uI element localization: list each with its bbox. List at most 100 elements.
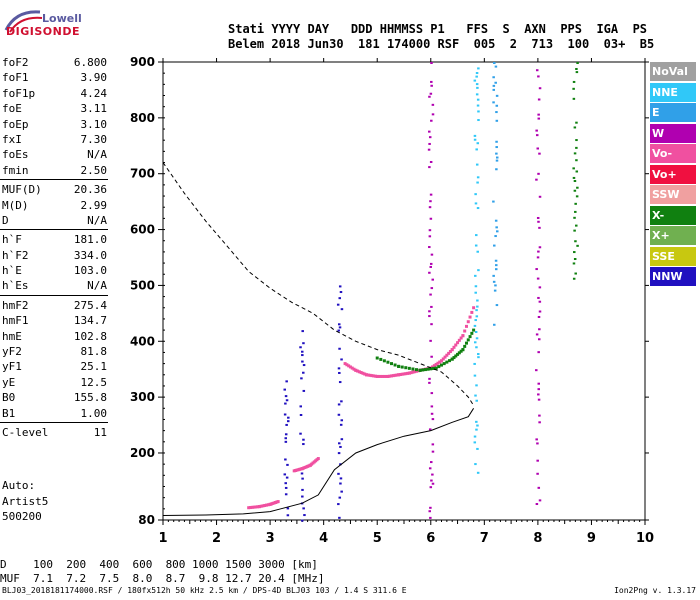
param-value: 20.36 [73, 183, 107, 197]
band-dot [573, 180, 577, 183]
band-dot [338, 516, 341, 519]
param-row: h`F 181.0 [0, 232, 108, 247]
band-dot [476, 104, 480, 107]
band-dot [537, 296, 540, 299]
band-dot [492, 200, 495, 203]
band-dot [431, 103, 435, 106]
legend-item: Vo+ [650, 164, 696, 184]
trace-point [368, 373, 372, 377]
param-row: fxI 7.30 [0, 132, 108, 147]
band-dot [339, 477, 343, 480]
band-dot [301, 488, 304, 491]
trace-point [437, 365, 441, 369]
band-dot [476, 447, 479, 450]
band-dot [430, 62, 433, 64]
legend-item: SSW [650, 185, 696, 205]
band-dot [538, 226, 541, 229]
trace-point [397, 364, 401, 368]
param-value: 81.8 [80, 345, 108, 359]
band-dot [575, 195, 579, 198]
trace-point [379, 374, 383, 378]
band-dot [431, 443, 435, 446]
band-dot [303, 514, 306, 517]
band-dot [573, 258, 577, 261]
band-dot [492, 280, 496, 283]
band-dot [477, 269, 480, 272]
band-dot [428, 235, 432, 238]
trace-point [366, 373, 370, 377]
band-dot [475, 234, 478, 237]
band-dot [576, 186, 579, 189]
param-value: 2.50 [80, 163, 108, 177]
trace-point [254, 505, 258, 509]
band-dot [340, 490, 343, 493]
x-tick-label: 9 [587, 531, 596, 546]
band-dot [428, 95, 431, 98]
trace-point [375, 356, 379, 360]
band-dot [537, 486, 541, 489]
param-value: 334.0 [73, 248, 107, 262]
trace-point [431, 366, 435, 370]
band-dot [284, 433, 288, 436]
band-dot [284, 440, 288, 443]
trace-point [363, 372, 367, 376]
band-dot [429, 516, 432, 519]
band-dot [494, 81, 497, 84]
band-dot [475, 148, 478, 151]
band-dot [430, 80, 433, 83]
header-row-1: Stati YYYY DAY DDD HHMMSS P1 FFS S AXN P… [228, 22, 648, 36]
band-dot [475, 163, 479, 166]
band-dot [573, 126, 577, 129]
band-dot [429, 506, 432, 509]
band-dot [536, 459, 539, 462]
param-separator [0, 179, 108, 182]
param-label: B1 [2, 406, 16, 420]
trace-point [397, 373, 401, 377]
band-dot [474, 244, 478, 247]
trace-point [391, 374, 395, 378]
trace-point [377, 374, 381, 378]
digisonde-logo: Lowell DIGISONDE [4, 8, 154, 48]
band-dot [537, 98, 541, 101]
band-dot [476, 299, 479, 302]
x-tick-label: 10 [636, 531, 654, 546]
band-dot [538, 499, 542, 502]
band-dot [301, 519, 304, 522]
band-dot [535, 178, 538, 181]
band-dot [429, 262, 433, 265]
param-value: 1.00 [80, 406, 108, 420]
band-dot [299, 413, 303, 416]
band-dot [495, 152, 498, 155]
band-dot [536, 256, 540, 259]
band-dot [477, 110, 480, 113]
band-dot [338, 347, 341, 350]
trace-point [354, 368, 358, 372]
trace-point [463, 329, 467, 333]
param-row: foE 3.11 [0, 101, 108, 116]
band-dot [476, 142, 480, 145]
param-label: h`E [2, 264, 22, 278]
band-dot [284, 458, 287, 461]
band-dot [337, 329, 340, 332]
param-value: 11 [93, 425, 107, 439]
band-dot [572, 97, 576, 100]
trace-point [316, 457, 320, 461]
band-dot [575, 146, 578, 149]
band-dot [477, 119, 480, 122]
band-dot [473, 324, 477, 327]
trace-point [393, 373, 397, 377]
band-dot [535, 69, 539, 72]
param-label: yF1 [2, 360, 22, 374]
trace-point [413, 370, 417, 374]
band-dot [284, 493, 288, 496]
trace-point [404, 366, 408, 370]
band-dot [338, 381, 342, 384]
file-info-footer: BLJ03_2018181174000.RSF / 180fx512h 50 k… [2, 586, 407, 595]
band-dot [338, 297, 342, 300]
param-value: 25.1 [80, 360, 108, 374]
trace-point [466, 338, 470, 342]
band-dot [431, 473, 434, 476]
band-dot [301, 350, 304, 353]
trace-point [421, 368, 425, 372]
param-row: fmin 2.50 [0, 163, 108, 178]
